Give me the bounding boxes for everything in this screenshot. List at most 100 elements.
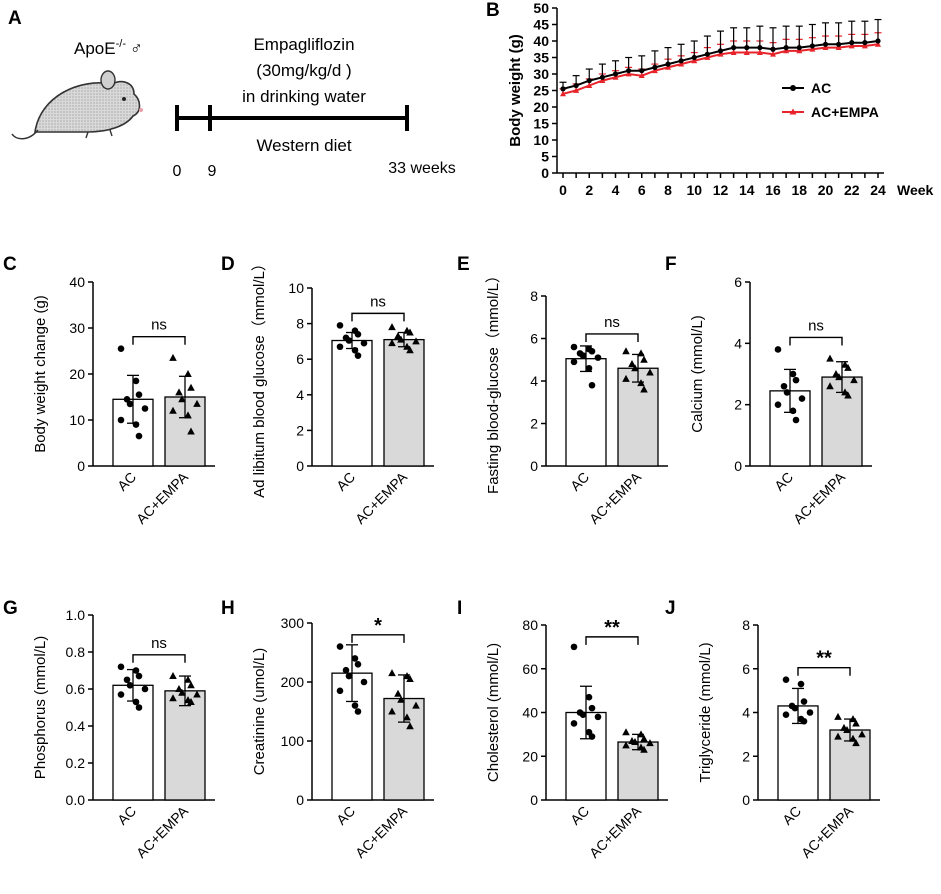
significance-label: *: [374, 615, 382, 637]
y-tick-label: 40: [522, 705, 538, 721]
panel-letter-e: E: [457, 254, 470, 275]
significance-label: ns: [808, 317, 824, 334]
data-point: [639, 68, 645, 74]
y-tick-label: 0: [530, 792, 538, 808]
x-tick-label-ac: AC: [567, 803, 592, 828]
legend-marker: [790, 85, 796, 91]
data-point-ac-empa: [178, 395, 186, 403]
data-point: [783, 47, 790, 54]
data-point: [704, 51, 710, 57]
data-point-ac: [570, 643, 578, 651]
data-point: [861, 42, 868, 49]
bar-ac: [565, 358, 607, 467]
data-point-ac-empa: [394, 689, 402, 697]
mouse-label: ApoE-/- ♂: [74, 38, 143, 58]
y-tick-label: 25: [533, 83, 549, 99]
y-tick-label: 4: [296, 387, 304, 403]
data-point: [822, 44, 829, 50]
y-tick-label: 0: [296, 792, 304, 808]
y-tick-label: 4: [530, 373, 538, 389]
data-point-ac-empa: [412, 701, 420, 709]
data-point: [612, 74, 619, 80]
y-tick-label: 40: [533, 33, 549, 49]
y-tick-label: 2: [296, 422, 304, 438]
chart-g: G 0.0 0.2 0.4 0.6 0.8 1.0 Phosphorus (mmol/L) AC…: [3, 598, 215, 861]
data-point: [743, 49, 750, 55]
data-point-ac: [791, 704, 799, 712]
y-tick-label: 15: [533, 116, 549, 132]
data-point: [638, 72, 645, 79]
data-point-ac: [345, 337, 353, 344]
data-point: [757, 45, 763, 51]
x-tick-label-ac-empa: AC+EMPA: [586, 802, 645, 861]
y-tick-label: 0.6: [66, 681, 86, 697]
data-point: [717, 51, 724, 57]
x-tick-label: 16: [765, 182, 781, 198]
panel-letter-h: H: [221, 598, 235, 619]
x-tick-label: 14: [739, 182, 755, 198]
x-tick-label: 12: [713, 182, 729, 198]
bar-ac: [331, 339, 373, 467]
y-tick-label: 10: [533, 132, 549, 148]
data-point-ac: [345, 672, 353, 680]
data-point-ac: [336, 343, 344, 351]
y-tick-label: 0: [296, 458, 304, 474]
x-tick-label-ac: AC: [771, 469, 796, 494]
data-point: [678, 58, 684, 64]
chart-e: E 0 2 4 6 8 Fasting blood-glucose（mmol/L） ACAC+…: [457, 254, 668, 527]
data-point: [731, 45, 737, 51]
data-point-ac-empa: [622, 728, 630, 736]
data-point: [770, 46, 776, 52]
x-tick-label: 22: [844, 182, 860, 198]
significance-bracket: [585, 333, 639, 342]
panel-letter-a: A: [8, 8, 22, 29]
data-point-ac-empa: [175, 388, 183, 396]
y-tick-label: 35: [533, 50, 549, 66]
data-point-ac-empa: [169, 694, 177, 702]
data-point-ac: [141, 405, 149, 412]
data-point-ac-empa: [622, 347, 630, 355]
x-tick-label-ac-empa: AC+EMPA: [133, 802, 192, 861]
data-point-ac: [789, 370, 797, 378]
data-point-ac-empa: [631, 738, 639, 746]
data-point-ac-empa: [844, 363, 852, 371]
y-tick-label: 2: [734, 397, 742, 413]
y-axis-title: Creatinine (umol/L): [251, 648, 268, 776]
x-tick-label: 6: [638, 182, 646, 198]
data-point-ac: [579, 352, 587, 359]
data-point: [796, 45, 802, 51]
data-point-ac-empa: [835, 373, 843, 381]
panel-letter-g: G: [3, 598, 18, 619]
data-point-ac-empa: [187, 681, 195, 689]
drug-dose: (30mg/kg/d ): [256, 61, 351, 80]
data-point-ac-empa: [388, 339, 396, 347]
data-point-ac-empa: [646, 368, 654, 376]
data-point-ac-empa: [169, 353, 177, 361]
data-point-ac-empa: [184, 411, 192, 419]
y-tick-label: 6: [530, 331, 538, 347]
data-point-ac: [792, 376, 800, 384]
data-point: [744, 45, 750, 51]
significance-bracket: [789, 336, 843, 346]
data-point: [875, 41, 881, 47]
data-point-ac-empa: [169, 406, 177, 414]
data-point-ac: [336, 643, 344, 650]
data-point-ac: [360, 339, 368, 347]
data-point-ac: [800, 698, 808, 705]
x-tick-label: 20: [818, 182, 834, 198]
series-ac: [559, 18, 882, 92]
data-point-ac-empa: [187, 697, 195, 705]
panel-letter-d: D: [221, 254, 235, 275]
y-tick-label: 8: [296, 316, 304, 332]
y-tick-label: 10: [288, 280, 304, 296]
data-point-ac-empa: [193, 399, 201, 407]
x-tick-label-ac: AC: [779, 803, 804, 828]
panel-letter-c: C: [3, 254, 17, 275]
y-tick-label: 30: [69, 320, 85, 336]
data-point-ac: [135, 432, 143, 440]
y-axis-title: Phosphorus (mmol/L): [32, 636, 49, 779]
data-point-ac: [594, 713, 602, 721]
x-tick-label-ac: AC: [333, 469, 358, 494]
significance-bracket: [351, 634, 405, 643]
